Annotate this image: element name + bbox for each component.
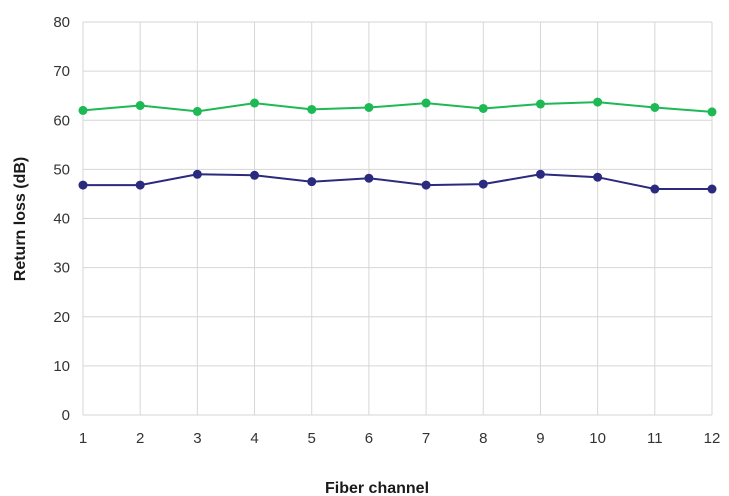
series-2-point [707, 184, 717, 194]
series-1-point [535, 99, 545, 109]
x-tick-label: 3 [193, 430, 201, 447]
series-1-point [707, 107, 717, 117]
series-1-point [478, 103, 488, 113]
x-tick-label: 12 [704, 430, 721, 447]
series-2-point [535, 169, 545, 179]
x-tick-label: 1 [79, 430, 87, 447]
y-tick-label: 20 [53, 309, 70, 326]
y-axis-ticks: 0 10 20 30 40 50 60 70 80 [53, 14, 70, 424]
x-axis-title: Fiber channel [325, 480, 429, 496]
series-2-point [78, 180, 88, 190]
series-2-point [478, 179, 488, 189]
y-tick-label: 10 [53, 358, 70, 375]
y-tick-label: 50 [53, 161, 70, 178]
x-tick-label: 10 [589, 430, 606, 447]
series-layer [78, 97, 717, 194]
series-1-point [250, 98, 260, 108]
x-tick-label: 4 [250, 430, 258, 447]
x-tick-label: 6 [365, 430, 373, 447]
series-1-point [421, 98, 431, 108]
series-1-line [82, 101, 713, 113]
series-2-point [364, 173, 374, 183]
x-tick-label: 2 [136, 430, 144, 447]
y-tick-label: 70 [53, 63, 70, 80]
series-2-point [421, 180, 431, 190]
series-1-point [364, 102, 374, 112]
series-2-point [307, 177, 317, 187]
series-1-point [135, 101, 145, 111]
x-tick-label: 9 [536, 430, 544, 447]
series-1-point [192, 106, 202, 116]
x-tick-label: 8 [479, 430, 487, 447]
series-2-line [83, 173, 712, 190]
y-tick-label: 80 [53, 14, 70, 31]
x-tick-label: 11 [647, 430, 663, 447]
series-1 [78, 97, 717, 117]
y-tick-label: 30 [53, 260, 70, 277]
series-1-point [78, 105, 88, 115]
y-tick-label: 40 [53, 211, 70, 228]
series-2-point [192, 169, 202, 179]
series-2-point [250, 170, 260, 180]
series-2-point [650, 184, 660, 194]
grid [82, 21, 713, 416]
y-tick-label: 0 [62, 407, 70, 424]
series-1-point [593, 97, 603, 107]
series-2-point [135, 180, 145, 190]
x-axis-ticks: 1 2 3 4 5 6 7 8 9 10 11 12 [79, 430, 721, 447]
series-2-point [593, 172, 603, 182]
series-1-point [307, 104, 317, 114]
series-1-point [650, 102, 660, 112]
series-2 [78, 169, 717, 194]
y-axis-title: Return loss (dB) [12, 157, 29, 281]
x-tick-label: 7 [422, 430, 430, 447]
x-tick-label: 5 [308, 430, 316, 447]
y-tick-label: 60 [53, 112, 70, 129]
